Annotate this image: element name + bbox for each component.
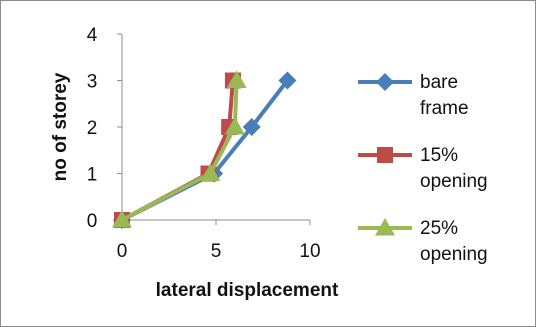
axes: [121, 34, 310, 221]
data-point: [112, 210, 132, 228]
y-tick-label: 3: [87, 72, 98, 93]
y-tick-label: 4: [87, 25, 98, 46]
legend-label: opening: [420, 171, 488, 192]
data-point: [226, 70, 247, 88]
y-tick-label: 1: [87, 165, 98, 186]
legend-entry: 25% opening: [358, 218, 488, 265]
series-line: [121, 80, 235, 222]
data-point: [242, 118, 261, 136]
legend-swatch-marker: [376, 73, 394, 91]
series-line: [121, 79, 290, 222]
legend-label: 15%: [420, 145, 458, 166]
y-tick-label: 2: [87, 118, 98, 139]
legend-swatch-marker: [375, 218, 395, 236]
legend-label: opening: [420, 244, 488, 265]
legend-entry: 15% opening: [358, 145, 488, 192]
legend-label: 25%: [420, 218, 458, 239]
y-ticks: 0 1 2 3 4: [87, 25, 122, 232]
x-axis-title: lateral displacement: [156, 280, 339, 301]
x-tick-label: 0: [117, 241, 128, 262]
legend: bare frame 15% opening 25% opening: [358, 72, 488, 265]
y-axis-title: no of storey: [50, 72, 71, 181]
legend-entry: bare frame: [358, 72, 469, 119]
legend-swatch-marker: [377, 147, 393, 163]
legend-label: bare: [420, 72, 458, 93]
legend-label: frame: [420, 98, 469, 119]
data-point: [224, 117, 245, 135]
data-point: [278, 71, 297, 90]
series-line: [121, 80, 239, 222]
x-tick-label: 10: [299, 241, 320, 262]
x-tick-label: 5: [211, 241, 222, 262]
series-triangle: [112, 70, 247, 228]
x-ticks: 0 5 10: [117, 220, 321, 262]
series-layer: [112, 70, 297, 229]
y-tick-label: 0: [87, 211, 98, 232]
series-diamond: [113, 71, 297, 229]
data-point: [200, 163, 221, 181]
